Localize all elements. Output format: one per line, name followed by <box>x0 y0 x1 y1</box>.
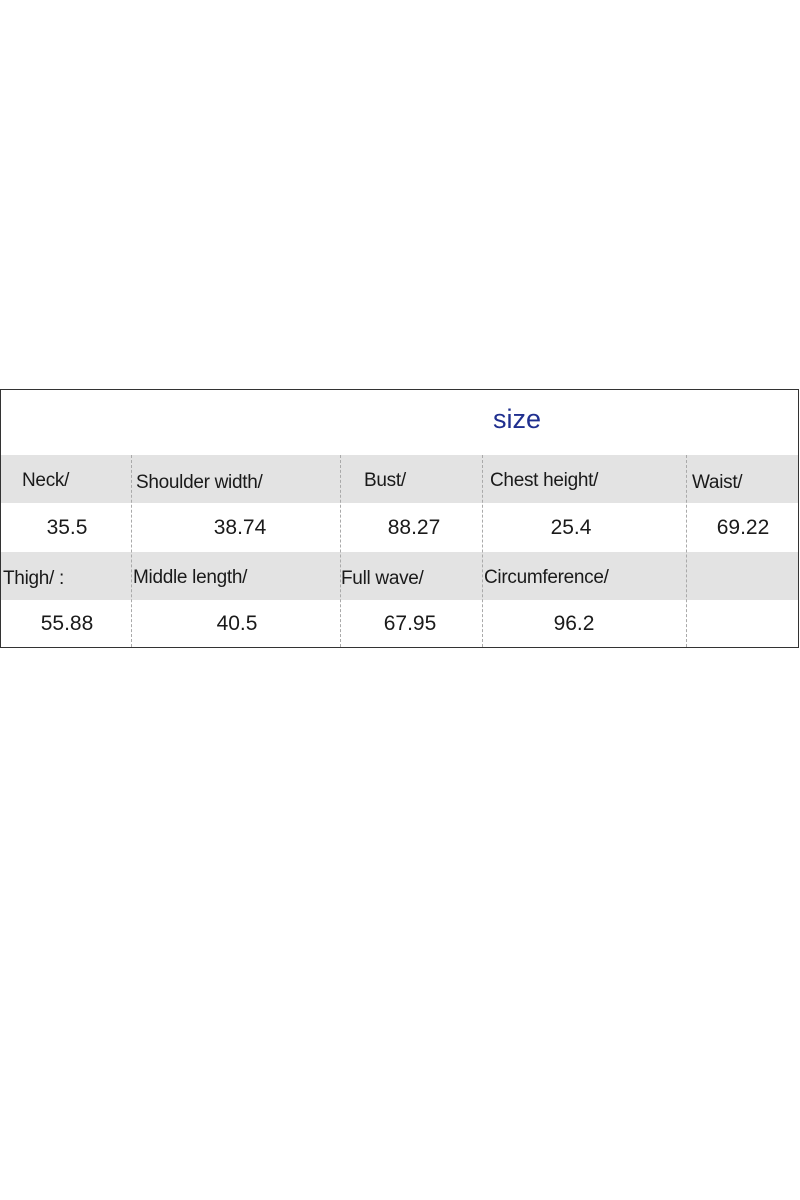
value-chest-height: 25.4 <box>550 516 592 539</box>
header-bust: Bust/ <box>364 470 406 491</box>
size-table <box>0 389 799 648</box>
value-waist: 69.22 <box>716 516 770 539</box>
table-title: size <box>493 404 542 434</box>
header-shoulder-width: Shoulder width/ <box>136 472 263 493</box>
header-full-wave: Full wave/ <box>341 568 424 589</box>
value-shoulder-width: 38.74 <box>213 516 267 539</box>
header-waist: Waist/ <box>692 472 743 493</box>
header-band-2 <box>1 552 798 600</box>
column-divider <box>482 455 483 647</box>
value-middle-length: 40.5 <box>216 612 258 635</box>
header-chest-height: Chest height/ <box>490 470 599 491</box>
value-thigh: 55.88 <box>40 612 94 635</box>
value-full-wave: 67.95 <box>383 612 437 635</box>
value-circumference: 96.2 <box>553 612 595 635</box>
column-divider <box>686 455 687 647</box>
header-neck: Neck/ <box>22 470 70 491</box>
header-thigh: Thigh/ : <box>3 568 64 589</box>
column-divider <box>131 455 132 647</box>
header-band-1 <box>1 455 798 503</box>
value-bust: 88.27 <box>387 516 441 539</box>
value-neck: 35.5 <box>46 516 88 539</box>
header-circumference: Circumference/ <box>484 567 609 588</box>
header-middle-length: Middle length/ <box>133 567 248 588</box>
column-divider <box>340 455 341 647</box>
